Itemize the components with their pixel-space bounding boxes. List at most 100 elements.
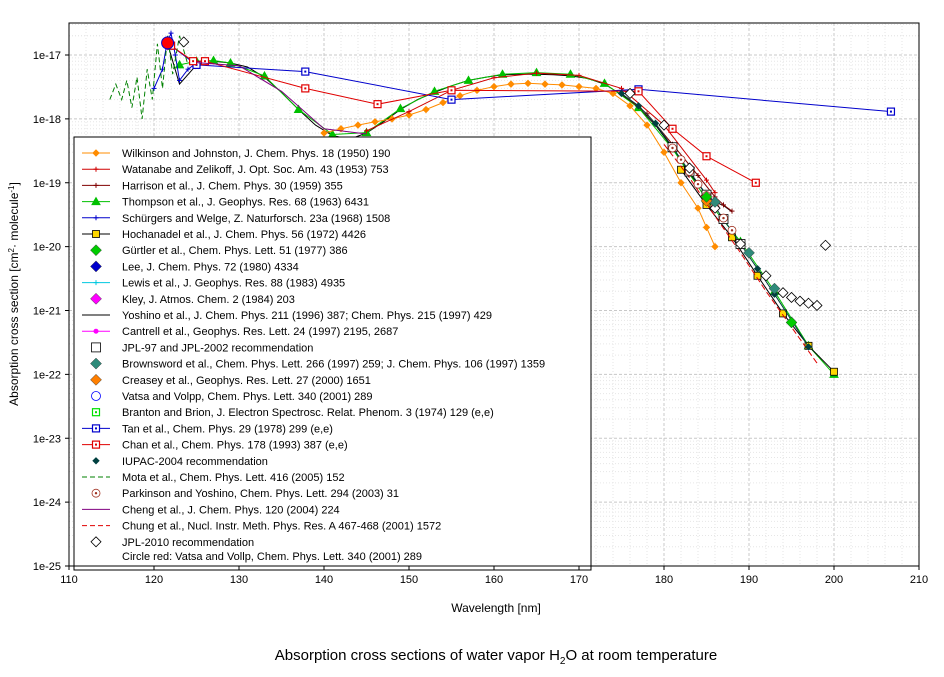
point-marker (301, 67, 310, 76)
point-marker (727, 225, 737, 235)
point-marker (576, 72, 582, 78)
point-marker (643, 121, 651, 129)
point-marker (700, 191, 713, 203)
point-marker (768, 282, 781, 295)
series (700, 191, 798, 329)
point-marker (90, 292, 102, 305)
x-tick-label: 160 (485, 574, 503, 586)
y-axis-label-dot: · (7, 244, 21, 248)
legend: Wilkinson and Johnston, J. Chem. Phys. 1… (73, 136, 592, 571)
legend-entry: Harrison et al., J. Chem. Phys. 30 (1959… (82, 180, 343, 192)
legend-label: Brownsword et al., Chem. Phys. Lett. 266… (122, 359, 545, 371)
point-marker (320, 129, 328, 137)
point-marker (634, 102, 643, 110)
point-marker (794, 295, 806, 307)
point-marker (168, 30, 174, 36)
x-tick-label: 110 (60, 574, 78, 586)
point-marker (651, 119, 660, 128)
point-marker (721, 202, 726, 208)
legend-entry: Watanabe and Zelikoff, J. Opt. Soc. Am. … (82, 164, 389, 176)
legend-label: Branton and Brion, J. Electron Spectrosc… (122, 407, 494, 419)
point-marker (91, 424, 101, 433)
point-marker (93, 182, 99, 188)
point-marker (702, 223, 711, 232)
point-marker (354, 121, 362, 129)
point-marker (93, 280, 99, 286)
legend-entry: Brownsword et al., Chem. Phys. Lett. 266… (90, 357, 545, 371)
point-marker (644, 111, 650, 117)
legend-label: Lee, J. Chem. Phys. 72 (1980) 4334 (122, 261, 299, 273)
point-marker-dot (204, 60, 206, 63)
point-marker (676, 155, 686, 165)
point-marker (677, 179, 685, 187)
point-marker-dot (376, 103, 379, 106)
point-marker (785, 316, 798, 329)
point-marker (668, 143, 677, 153)
x-tick-label: 190 (740, 574, 758, 586)
legend-entry: Chung et al., Nucl. Instr. Meth. Phys. R… (82, 521, 441, 533)
x-tick-label: 200 (825, 574, 843, 586)
point-marker (683, 162, 696, 174)
series (364, 70, 718, 196)
y-tick-label: 1e-22 (33, 369, 61, 381)
series (178, 36, 832, 312)
point-marker-dot (705, 155, 708, 158)
point-marker (743, 246, 755, 259)
point-marker (507, 80, 515, 88)
point-marker (811, 299, 823, 312)
point-marker (624, 87, 636, 100)
point-marker-dot (671, 127, 674, 130)
legend-label: Wilkinson and Johnston, J. Chem. Phys. 1… (122, 148, 390, 160)
point-marker-dot (94, 492, 98, 495)
point-marker (463, 75, 474, 84)
point-marker (634, 87, 643, 96)
legend-entry: Parkinson and Yoshino, Chem. Phys. Lett.… (91, 488, 399, 500)
point-marker-dot (304, 87, 307, 90)
legend-label: Chan et al., Chem. Phys. 178 (1993) 387 … (122, 440, 348, 452)
legend-entry: JPL-97 and JPL-2002 recommendation (91, 342, 313, 354)
x-tick-label: 130 (230, 574, 248, 586)
point-marker (225, 57, 236, 67)
y-tick-label: 1e-23 (33, 433, 61, 445)
point-marker (301, 84, 310, 93)
legend-entry: Branton and Brion, J. Electron Spectrosc… (91, 407, 494, 419)
point-marker (704, 177, 709, 183)
point-marker (447, 86, 456, 95)
series-line (170, 45, 757, 184)
legend-label: Harrison et al., J. Chem. Phys. 30 (1959… (122, 180, 343, 192)
point-marker (760, 270, 772, 282)
legend-label: Creasey et al., Geophys. Res. Lett. 27 (… (122, 375, 371, 387)
point-marker (719, 213, 728, 223)
legend-entry: Thompson et al., J. Geophys. Res. 68 (19… (82, 196, 369, 209)
y-axis-label-sup1: 2 (7, 247, 16, 252)
legend-label: Cantrell et al., Geophys. Res. Lett. 24 … (122, 326, 398, 338)
point-marker-dot (95, 411, 97, 414)
point-marker (200, 57, 210, 66)
point-marker (91, 408, 101, 417)
legend-entry: Yoshino et al., J. Chem. Phys. 211 (1996… (82, 310, 492, 322)
point-marker-dot (95, 427, 97, 430)
legend-label: Cheng et al., J. Chem. Phys. 120 (2004) … (122, 504, 340, 516)
x-tick-label: 210 (910, 574, 928, 586)
legend-label: Watanabe and Zelikoff, J. Opt. Soc. Am. … (122, 164, 389, 176)
x-tick-label: 170 (570, 574, 588, 586)
point-marker (91, 488, 101, 498)
series (109, 35, 189, 119)
legend-entry: Cheng et al., J. Chem. Phys. 120 (2004) … (82, 504, 340, 516)
x-tick-label: 150 (400, 574, 418, 586)
point-marker (447, 95, 456, 104)
legend-entry: Chan et al., Chem. Phys. 178 (1993) 387 … (82, 440, 348, 452)
series (709, 196, 781, 295)
legend-label: JPL-2010 recommendation (122, 537, 254, 549)
point-marker (609, 89, 617, 98)
series-line (196, 62, 367, 135)
y-tick-label: 1e-17 (33, 50, 61, 62)
y-axis-label-tail: ] (7, 182, 21, 185)
point-marker (177, 77, 182, 83)
point-marker (93, 166, 99, 172)
point-marker (406, 109, 412, 115)
x-tick-label: 180 (655, 574, 673, 586)
legend-entry: Mota et al., Chem. Phys. Lett. 416 (2005… (82, 472, 345, 484)
point-marker (371, 118, 379, 126)
